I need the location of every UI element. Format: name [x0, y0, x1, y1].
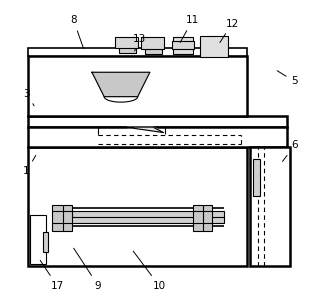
Bar — [30, 215, 46, 264]
Text: 13: 13 — [133, 34, 146, 51]
Text: 9: 9 — [74, 248, 101, 290]
Bar — [172, 41, 194, 49]
Text: 17: 17 — [40, 260, 64, 290]
Text: 10: 10 — [133, 251, 166, 290]
Text: 12: 12 — [220, 19, 239, 43]
Bar — [115, 37, 138, 48]
Text: 6: 6 — [282, 140, 298, 162]
Bar — [28, 55, 247, 117]
Bar — [119, 44, 136, 53]
Bar — [54, 211, 225, 223]
Polygon shape — [92, 72, 150, 97]
Bar — [43, 232, 48, 252]
Bar — [253, 159, 260, 196]
Bar — [173, 37, 192, 54]
Bar — [28, 127, 287, 147]
Text: 1: 1 — [23, 155, 36, 176]
Text: 8: 8 — [70, 16, 83, 48]
Polygon shape — [126, 127, 163, 132]
Text: 5: 5 — [277, 71, 298, 86]
Bar — [145, 47, 162, 54]
Text: 11: 11 — [180, 16, 199, 43]
Bar — [250, 147, 290, 266]
Text: 3: 3 — [23, 89, 34, 106]
Bar — [141, 37, 163, 49]
Bar — [200, 36, 228, 57]
Bar — [192, 205, 212, 231]
Bar — [28, 147, 247, 266]
Bar — [28, 117, 287, 127]
Bar — [28, 48, 247, 55]
Bar — [52, 205, 72, 231]
